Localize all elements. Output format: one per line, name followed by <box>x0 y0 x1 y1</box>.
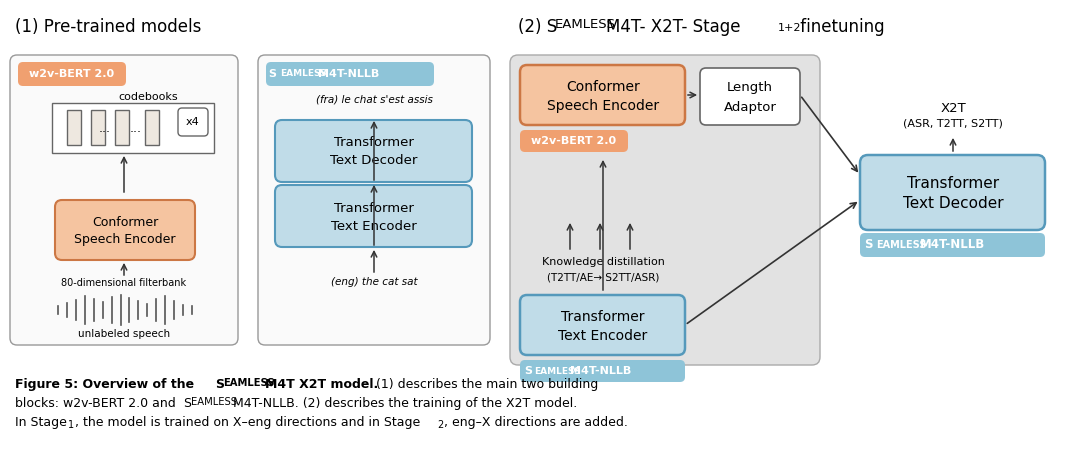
FancyBboxPatch shape <box>520 130 628 152</box>
FancyBboxPatch shape <box>860 233 1045 257</box>
Text: Text Encoder: Text Encoder <box>331 220 417 234</box>
Text: EAMLESS: EAMLESS <box>223 378 275 388</box>
FancyBboxPatch shape <box>178 108 208 136</box>
Text: (T2TT/AE→ S2TT/ASR): (T2TT/AE→ S2TT/ASR) <box>547 272 659 282</box>
Text: Conformer: Conformer <box>566 80 640 94</box>
Text: S: S <box>215 378 224 391</box>
Text: blocks: w2v-BERT 2.0 and: blocks: w2v-BERT 2.0 and <box>15 397 180 410</box>
Text: (fra) le chat s'est assis: (fra) le chat s'est assis <box>316 95 432 105</box>
Bar <box>67 110 81 145</box>
Text: Transformer: Transformer <box>562 310 645 324</box>
FancyBboxPatch shape <box>275 120 472 182</box>
Text: Speech Encoder: Speech Encoder <box>74 234 175 246</box>
Text: Text Decoder: Text Decoder <box>903 196 1004 212</box>
Text: 1: 1 <box>68 420 74 430</box>
Text: , eng–X directions are added.: , eng–X directions are added. <box>444 416 628 429</box>
FancyBboxPatch shape <box>510 55 820 365</box>
Text: Transformer: Transformer <box>334 202 414 214</box>
Text: codebooks: codebooks <box>118 92 178 102</box>
FancyBboxPatch shape <box>266 62 434 86</box>
Text: , the model is trained on X–eng directions and in Stage: , the model is trained on X–eng directio… <box>75 416 421 429</box>
FancyBboxPatch shape <box>10 55 238 345</box>
Text: X2T: X2T <box>941 102 966 114</box>
Text: Speech Encoder: Speech Encoder <box>547 99 659 113</box>
Text: M4T-NLLB: M4T-NLLB <box>318 69 379 79</box>
Text: unlabeled speech: unlabeled speech <box>78 329 170 339</box>
Text: ...: ... <box>100 121 111 135</box>
FancyBboxPatch shape <box>275 185 472 247</box>
Text: Knowledge distillation: Knowledge distillation <box>541 257 664 267</box>
Text: 1+2: 1+2 <box>778 23 801 33</box>
Text: S: S <box>183 397 192 410</box>
Text: (eng) the cat sat: (eng) the cat sat <box>331 277 417 287</box>
Text: Adaptor: Adaptor <box>723 100 777 114</box>
FancyBboxPatch shape <box>860 155 1045 230</box>
Text: Length: Length <box>727 82 773 94</box>
Text: M4T- X2T- Stage: M4T- X2T- Stage <box>606 18 740 36</box>
Text: 2: 2 <box>437 420 443 430</box>
Text: Conformer: Conformer <box>92 216 158 229</box>
FancyBboxPatch shape <box>520 295 685 355</box>
Text: M4T-NLLB: M4T-NLLB <box>920 239 985 251</box>
Text: EAMLESS: EAMLESS <box>280 70 326 78</box>
Text: (2) S: (2) S <box>518 18 557 36</box>
Text: w2v-BERT 2.0: w2v-BERT 2.0 <box>30 69 114 79</box>
Text: EAMLESS: EAMLESS <box>876 240 927 250</box>
FancyBboxPatch shape <box>520 360 685 382</box>
Text: S: S <box>863 239 872 251</box>
Bar <box>114 110 129 145</box>
Text: (ASR, T2TT, S2TT): (ASR, T2TT, S2TT) <box>903 119 1003 129</box>
Text: Text Decoder: Text Decoder <box>331 154 417 168</box>
Text: 80-dimensional filterbank: 80-dimensional filterbank <box>61 278 186 288</box>
Text: (1) Pre-trained models: (1) Pre-trained models <box>15 18 201 36</box>
Text: EAMLESS: EAMLESS <box>534 366 581 376</box>
Text: w2v-BERT 2.0: w2v-BERT 2.0 <box>532 136 616 146</box>
Text: Figure 5: Overview of the: Figure 5: Overview of the <box>15 378 199 391</box>
Text: ...: ... <box>129 121 142 135</box>
Text: M4T-NLLB. (2) describes the training of the X2T model.: M4T-NLLB. (2) describes the training of … <box>233 397 577 410</box>
Text: M4T X2T model.: M4T X2T model. <box>265 378 379 391</box>
Text: EAMLESS: EAMLESS <box>192 397 236 407</box>
Text: x4: x4 <box>186 117 200 127</box>
Text: Transformer: Transformer <box>907 175 999 191</box>
Text: Text Encoder: Text Encoder <box>559 329 647 343</box>
Text: In Stage: In Stage <box>15 416 66 429</box>
Bar <box>146 110 159 145</box>
FancyBboxPatch shape <box>520 65 685 125</box>
FancyBboxPatch shape <box>18 62 126 86</box>
FancyBboxPatch shape <box>55 200 195 260</box>
Bar <box>91 110 105 145</box>
Bar <box>52 103 214 153</box>
Text: S: S <box>524 366 532 376</box>
Text: (1) describes the main two building: (1) describes the main two building <box>372 378 598 391</box>
Text: Transformer: Transformer <box>334 136 414 148</box>
Text: S: S <box>268 69 276 79</box>
Text: EAMLESS: EAMLESS <box>555 18 616 31</box>
FancyBboxPatch shape <box>700 68 800 125</box>
Text: finetuning: finetuning <box>795 18 885 36</box>
FancyBboxPatch shape <box>258 55 490 345</box>
Text: M4T-NLLB: M4T-NLLB <box>570 366 631 376</box>
